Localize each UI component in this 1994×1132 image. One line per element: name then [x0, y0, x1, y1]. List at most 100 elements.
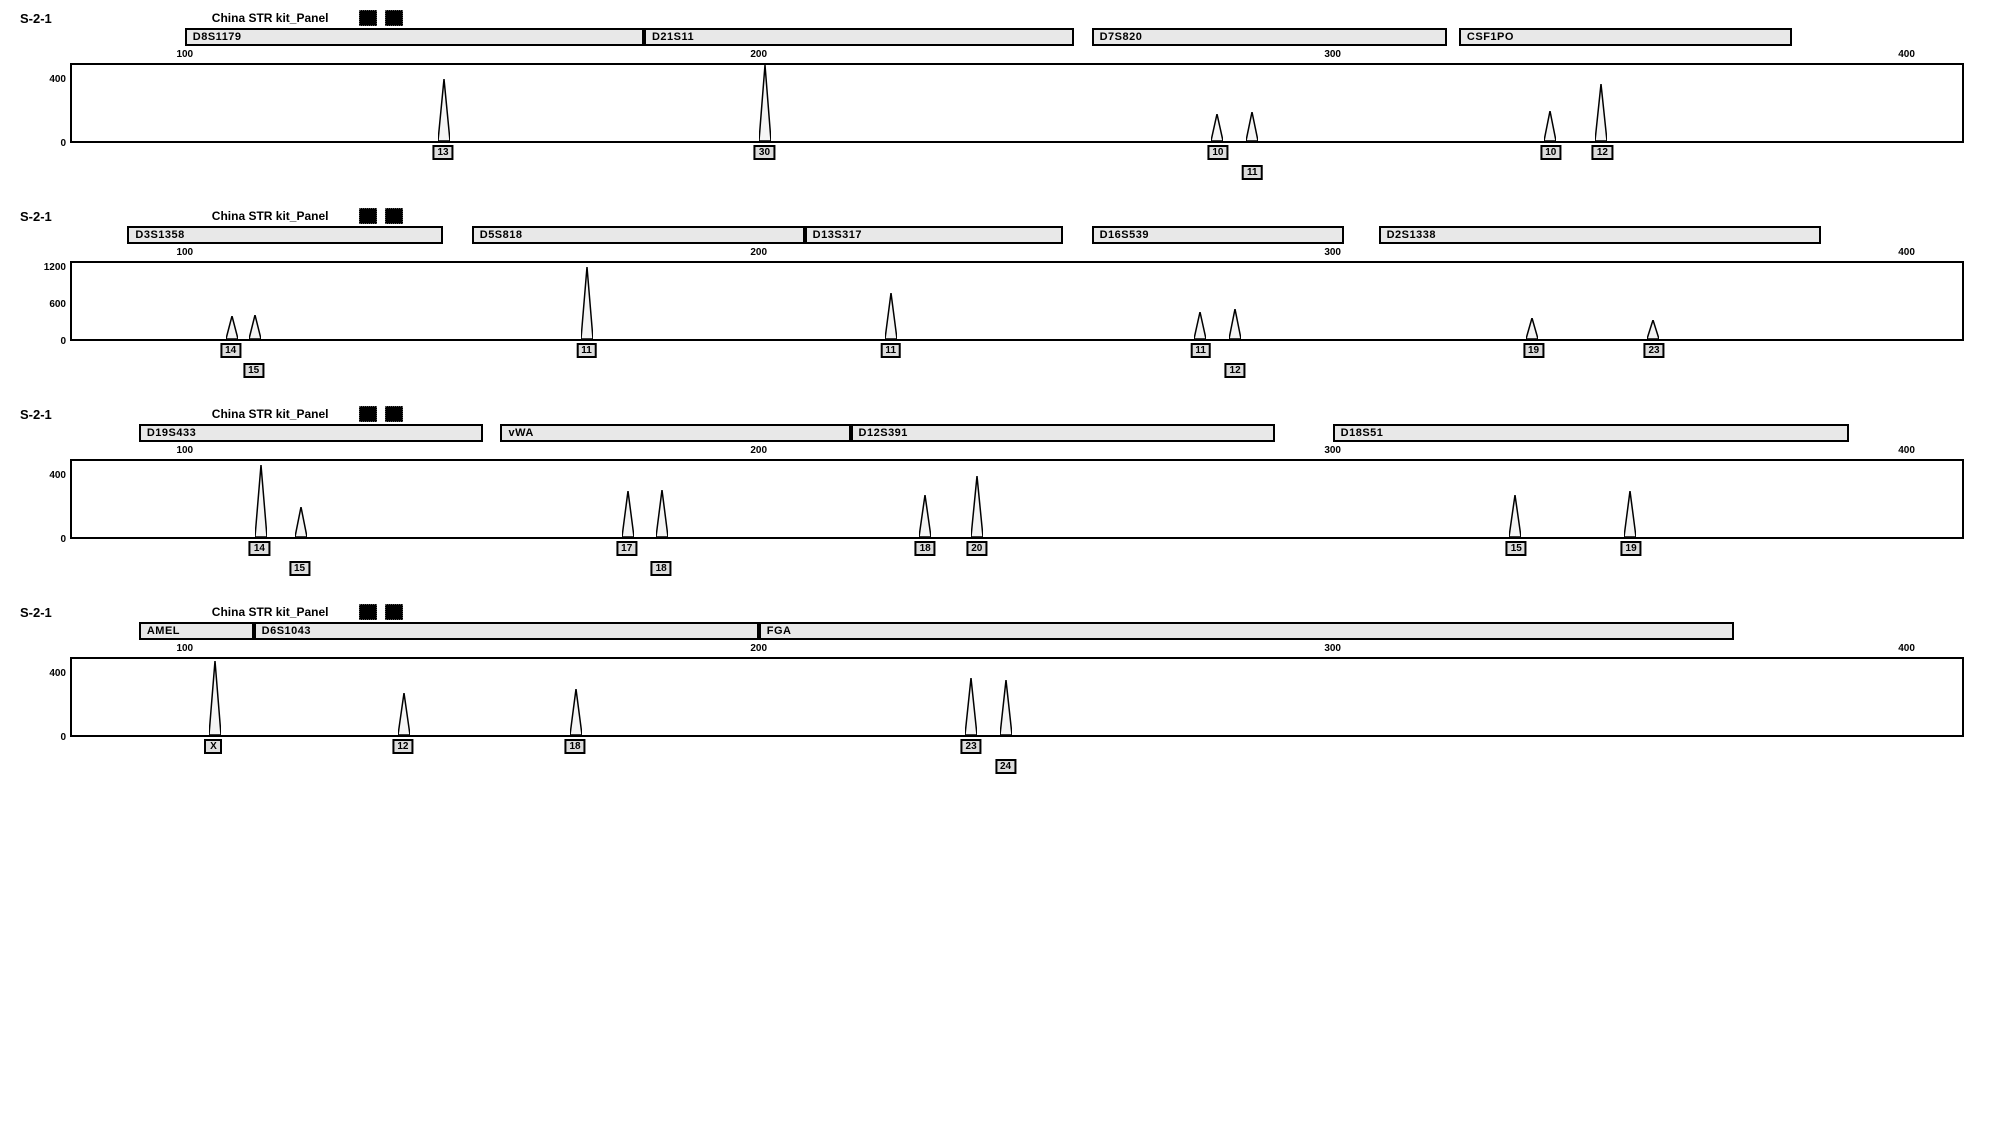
allele-row: X12182324 — [70, 737, 1964, 777]
allele-call: 18 — [651, 561, 672, 576]
y-axis: 06001200 — [10, 261, 70, 341]
x-tick-label: 100 — [176, 643, 193, 654]
sample-id: S-2-1 — [20, 11, 52, 26]
sample-id: S-2-1 — [20, 407, 52, 422]
x-tick-label: 300 — [1324, 643, 1341, 654]
allele-row: 1415111111121923 — [70, 341, 1964, 381]
x-tick-label: 400 — [1898, 49, 1915, 60]
chart-area: 0400 — [10, 459, 1984, 539]
electropherogram-plot — [70, 459, 1964, 539]
kit-name: China STR kit_Panel — [212, 11, 329, 25]
y-tick-label: 0 — [60, 534, 66, 545]
allele-call: 15 — [243, 363, 264, 378]
allele-call: 18 — [915, 541, 936, 556]
str-peak — [295, 507, 307, 537]
y-tick-label: 1200 — [44, 262, 66, 273]
allele-row: 1415171818201519 — [70, 539, 1964, 579]
allele-call: 24 — [995, 759, 1016, 774]
allele-call: 19 — [1523, 343, 1544, 358]
dye-color-box — [359, 10, 377, 26]
y-tick-label: 600 — [49, 299, 66, 310]
str-peak — [438, 79, 450, 141]
dye-color-indicators — [359, 208, 403, 224]
locus-label: D18S51 — [1333, 424, 1850, 442]
allele-call: 19 — [1621, 541, 1642, 556]
locus-label: D7S820 — [1092, 28, 1448, 46]
locus-row: D8S1179D21S11D7S820CSF1PO — [70, 28, 1964, 48]
str-peak — [1509, 495, 1521, 537]
kit-name: China STR kit_Panel — [212, 605, 329, 619]
str-peak — [1624, 491, 1636, 537]
electropherogram-panel: S-2-1 China STR kit_Panel D8S1179D21S11D7S… — [10, 10, 1984, 183]
allele-row: 133010111012 — [70, 143, 1964, 183]
sample-id: S-2-1 — [20, 209, 52, 224]
locus-label: D19S433 — [139, 424, 483, 442]
str-peak — [1000, 680, 1012, 735]
y-tick-label: 0 — [60, 336, 66, 347]
dye-color-box — [385, 10, 403, 26]
y-tick-label: 0 — [60, 732, 66, 743]
x-tick-label: 400 — [1898, 643, 1915, 654]
y-tick-label: 400 — [49, 74, 66, 85]
y-tick-label: 400 — [49, 668, 66, 679]
locus-label: D13S317 — [805, 226, 1063, 244]
str-peak — [971, 476, 983, 537]
locus-label: AMEL — [139, 622, 254, 640]
x-axis-scale: 100200300400 — [70, 445, 1964, 459]
allele-call: 15 — [289, 561, 310, 576]
allele-call: 17 — [616, 541, 637, 556]
dye-color-indicators — [359, 604, 403, 620]
str-peak — [398, 693, 410, 735]
x-axis-scale: 100200300400 — [70, 49, 1964, 63]
locus-label: D2S1338 — [1379, 226, 1821, 244]
x-axis-scale: 100 200 300 400 — [70, 643, 1964, 657]
str-peak — [965, 678, 977, 735]
str-peak — [885, 293, 897, 339]
dye-color-indicators — [359, 10, 403, 26]
allele-call: 14 — [249, 541, 270, 556]
y-axis: 0400 — [10, 63, 70, 143]
x-tick-label: 400 — [1898, 445, 1915, 456]
str-peak — [581, 267, 593, 339]
panel-header: S-2-1 China STR kit_Panel — [10, 604, 1984, 620]
x-tick-label: 200 — [750, 49, 767, 60]
x-tick-label: 100 — [176, 247, 193, 258]
dye-color-box — [359, 604, 377, 620]
x-axis-scale: 100200300400 — [70, 247, 1964, 261]
dye-color-box — [359, 208, 377, 224]
str-peak — [1595, 84, 1607, 141]
allele-call: 23 — [1644, 343, 1665, 358]
chart-area: 0400 — [10, 63, 1984, 143]
locus-label: D3S1358 — [127, 226, 443, 244]
dye-color-box — [385, 208, 403, 224]
locus-label: D6S1043 — [254, 622, 759, 640]
electropherogram-panel: S-2-1 China STR kit_Panel AMELD6S1043FGA10… — [10, 604, 1984, 777]
locus-row: AMELD6S1043FGA — [70, 622, 1964, 642]
locus-row: D19S433vWAD12S391D18S51 — [70, 424, 1964, 444]
str-peak — [249, 315, 261, 339]
allele-call: 18 — [565, 739, 586, 754]
y-tick-label: 0 — [60, 138, 66, 149]
allele-call: 14 — [220, 343, 241, 358]
str-peak — [1246, 112, 1258, 141]
allele-call: 13 — [432, 145, 453, 160]
str-peak — [919, 495, 931, 537]
allele-call: X — [204, 739, 222, 754]
electropherogram-plot — [70, 63, 1964, 143]
sample-id: S-2-1 — [20, 605, 52, 620]
electropherogram-plot — [70, 261, 1964, 341]
str-peak — [255, 465, 267, 537]
x-tick-label: 200 — [750, 643, 767, 654]
allele-call: 30 — [754, 145, 775, 160]
x-tick-label: 100 — [176, 49, 193, 60]
allele-call: 10 — [1540, 145, 1561, 160]
allele-call: 12 — [1592, 145, 1613, 160]
str-peak — [759, 65, 771, 141]
x-tick-label: 100 — [176, 445, 193, 456]
allele-call: 11 — [1190, 343, 1211, 358]
x-tick-label: 200 — [750, 445, 767, 456]
electropherogram-panel: S-2-1 China STR kit_Panel D19S433vWAD12S39… — [10, 406, 1984, 579]
allele-call: 11 — [1242, 165, 1263, 180]
kit-name: China STR kit_Panel — [212, 407, 329, 421]
chart-area: 0400 — [10, 657, 1984, 737]
